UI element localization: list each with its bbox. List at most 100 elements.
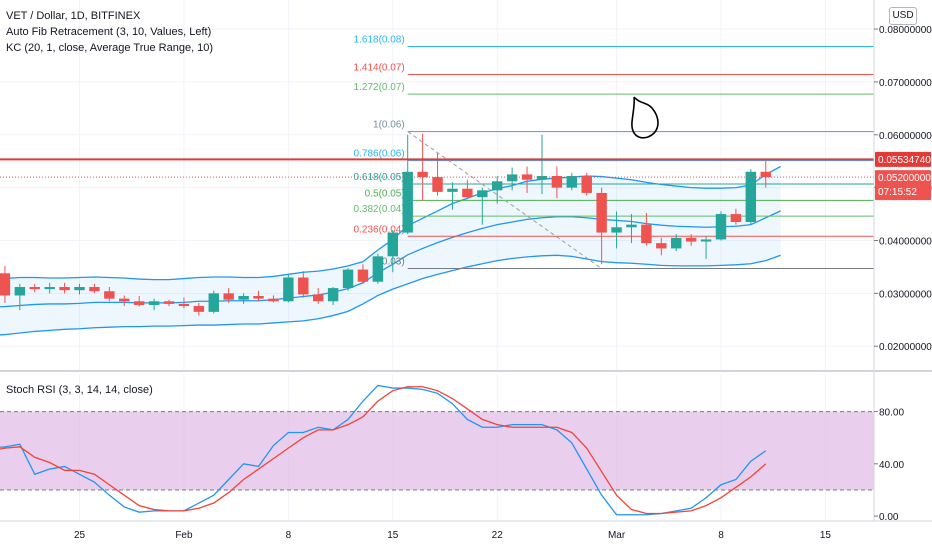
countdown-label: 07:15:52 [878, 187, 917, 198]
fib-label-1: 1(0.06) [373, 120, 405, 131]
fib-label-0.236: 0.236(0.04) [354, 224, 405, 235]
candle-body [656, 243, 667, 249]
candle-body [238, 296, 249, 300]
candle-body [477, 190, 488, 198]
currency-button[interactable]: USD [889, 7, 917, 25]
candle-body [417, 171, 428, 178]
fib-trend-line [407, 131, 602, 269]
candle-body [178, 303, 190, 307]
candle-body [581, 176, 592, 193]
candle-body [745, 171, 757, 222]
keltner-upper [0, 165, 781, 281]
y-tick-label: 0.08000000 [879, 25, 932, 36]
overlay-lines [0, 158, 874, 178]
candle-body [715, 214, 727, 240]
candle-body [163, 301, 175, 304]
fib-legend[interactable]: Auto Fib Retracement (3, 10, Values, Lef… [6, 26, 212, 38]
candle-body [208, 293, 219, 312]
fib-label-0.382: 0.382(0.04) [354, 204, 405, 215]
candle-body [447, 188, 458, 192]
candle-body [432, 177, 443, 192]
stoch-d-line [0, 386, 767, 515]
fib-label-0.786: 0.786(0.06) [354, 149, 405, 160]
fib-label-0: 0(0.03) [373, 257, 405, 268]
candle-body [283, 277, 294, 302]
stoch-tick-label: 0.00 [879, 512, 899, 523]
stoch-tick-label: 80.00 [879, 408, 904, 419]
y-tick-label: 0.04000000 [879, 237, 932, 248]
fib-label-0.618: 0.618(0.05) [354, 172, 405, 183]
candle-body [0, 273, 11, 296]
candle-body [491, 181, 503, 191]
price-label-box [875, 170, 931, 201]
stoch-legend[interactable]: Stoch RSI (3, 3, 14, 14, close) [6, 384, 153, 396]
candle-body [148, 301, 160, 305]
x-tick-label: 15 [387, 530, 399, 541]
candle-body [268, 298, 279, 302]
x-tick-label: 8 [286, 530, 292, 541]
symbol-legend[interactable]: VET / Dollar, 1D, BITFINEX [6, 10, 141, 22]
candle-body [387, 232, 399, 257]
stoch-k-line [0, 384, 767, 516]
keltner-lower [0, 254, 781, 336]
fib-label-1.414: 1.414(0.07) [354, 63, 405, 74]
x-tick-label: Feb [175, 530, 193, 541]
stoch-rsi-pane [0, 384, 874, 516]
fib-retracement: 1.618(0.08) 1.414(0.07) 1.272(0.07) 1(0.06)… [354, 35, 874, 270]
candle-body [327, 288, 339, 302]
candle-body [298, 277, 309, 295]
fib-label-1.618: 1.618(0.08) [354, 35, 405, 46]
y-tick-label: 0.07000000 [879, 78, 932, 89]
fib-label-1.272: 1.272(0.07) [354, 82, 405, 93]
candle-body [119, 298, 130, 302]
candle-body [29, 287, 40, 290]
candle-body [626, 224, 637, 228]
x-tick-label: 22 [492, 530, 504, 541]
x-tick-label: 15 [820, 530, 832, 541]
candle-body [223, 293, 234, 300]
x-tick-label: Mar [608, 530, 626, 541]
candle-body [551, 176, 563, 188]
candle-body [357, 269, 369, 282]
candle-body [611, 227, 622, 233]
candle-body [74, 287, 85, 291]
price-label-text: 0.05200000 [878, 173, 931, 184]
hand-drawn-annotation [631, 96, 659, 139]
x-tick-label: 25 [74, 530, 86, 541]
candle-body [89, 287, 100, 292]
y-tick-label: 0.06000000 [879, 131, 932, 142]
candle-body [133, 301, 145, 305]
candle-body [536, 176, 548, 180]
fib-label-0.5: 0.5(0.05) [365, 188, 405, 199]
candle-body [566, 176, 578, 188]
candle-body [700, 239, 712, 242]
candle-body [685, 237, 697, 242]
y-tick-label: 0.03000000 [879, 289, 932, 300]
keltner-basis [0, 210, 781, 308]
candle-body [760, 171, 771, 178]
kc-legend[interactable]: KC (20, 1, close, Average True Range, 10… [6, 42, 214, 54]
y-tick-label: 0.02000000 [879, 342, 932, 353]
candle-body [14, 287, 26, 296]
candle-body [506, 174, 518, 182]
candle-body [44, 287, 55, 290]
stoch-band [0, 411, 874, 490]
candle-body [521, 174, 533, 180]
price-label-box [875, 151, 931, 167]
candle-body [596, 192, 607, 233]
candle-body [671, 237, 682, 249]
candle-body [193, 306, 205, 312]
candles[interactable] [0, 133, 771, 316]
stoch-tick-label: 40.00 [879, 460, 904, 471]
candle-body [104, 291, 115, 299]
candle-body [312, 294, 324, 302]
candle-body [342, 269, 354, 289]
price-label-text: 0.05534740 [878, 155, 931, 166]
candle-body [730, 214, 742, 222]
candle-body [59, 287, 70, 291]
candle-body [372, 256, 384, 282]
x-tick-label: 8 [718, 530, 724, 541]
candle-body [402, 171, 413, 233]
candle-body [641, 224, 652, 244]
